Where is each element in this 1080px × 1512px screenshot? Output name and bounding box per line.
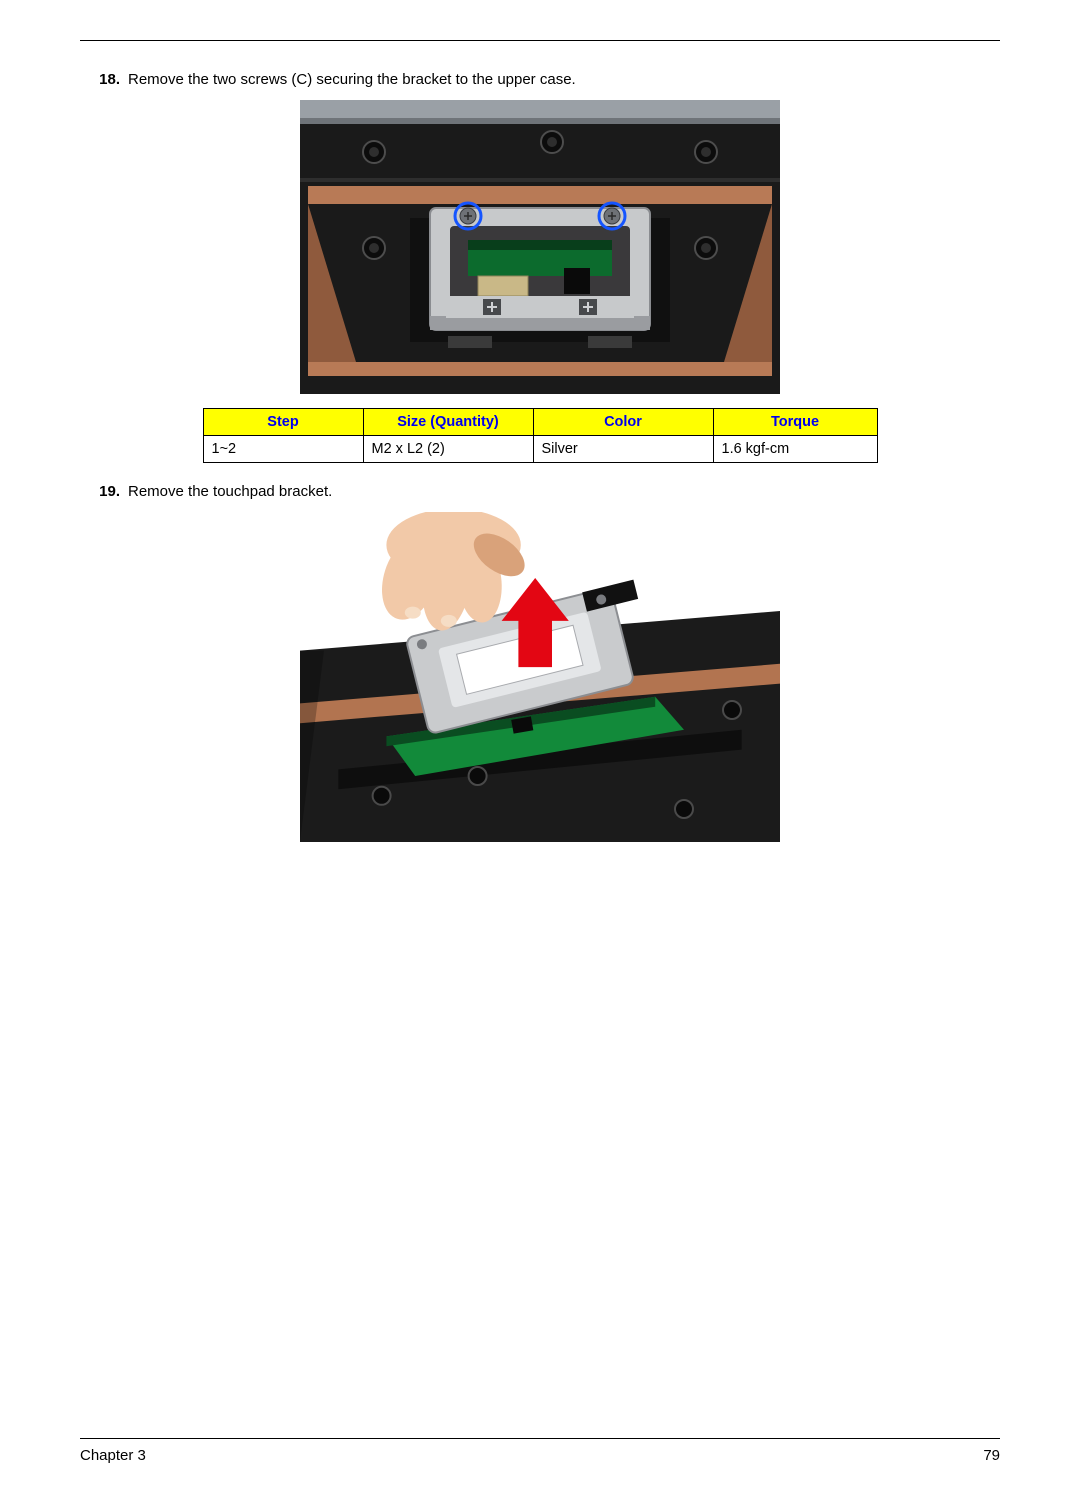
- table-header: Size (Quantity): [363, 409, 533, 436]
- step-number: 19.: [94, 481, 128, 502]
- page-top-rule: [80, 40, 1000, 41]
- step-number: 18.: [94, 69, 128, 90]
- step-text: Remove the two screws (C) securing the b…: [128, 69, 1000, 90]
- page-footer: Chapter 3 79: [80, 1438, 1000, 1464]
- table-cell: M2 x L2 (2): [363, 436, 533, 463]
- figure-step-18: [300, 100, 780, 394]
- step-19: 19. Remove the touchpad bracket.: [80, 481, 1000, 502]
- footer-page-number: 79: [983, 1447, 1000, 1464]
- step-18: 18. Remove the two screws (C) securing t…: [80, 69, 1000, 90]
- table-cell: 1~2: [203, 436, 363, 463]
- screw-spec-table: StepSize (Quantity)ColorTorque1~2M2 x L2…: [203, 408, 878, 463]
- table-cell: Silver: [533, 436, 713, 463]
- footer-chapter: Chapter 3: [80, 1447, 146, 1464]
- table-cell: 1.6 kgf-cm: [713, 436, 877, 463]
- figure-step-19: [300, 512, 780, 842]
- table-row: 1~2M2 x L2 (2)Silver1.6 kgf-cm: [203, 436, 877, 463]
- table-header: Step: [203, 409, 363, 436]
- table-header: Color: [533, 409, 713, 436]
- table-header: Torque: [713, 409, 877, 436]
- step-text: Remove the touchpad bracket.: [128, 481, 1000, 502]
